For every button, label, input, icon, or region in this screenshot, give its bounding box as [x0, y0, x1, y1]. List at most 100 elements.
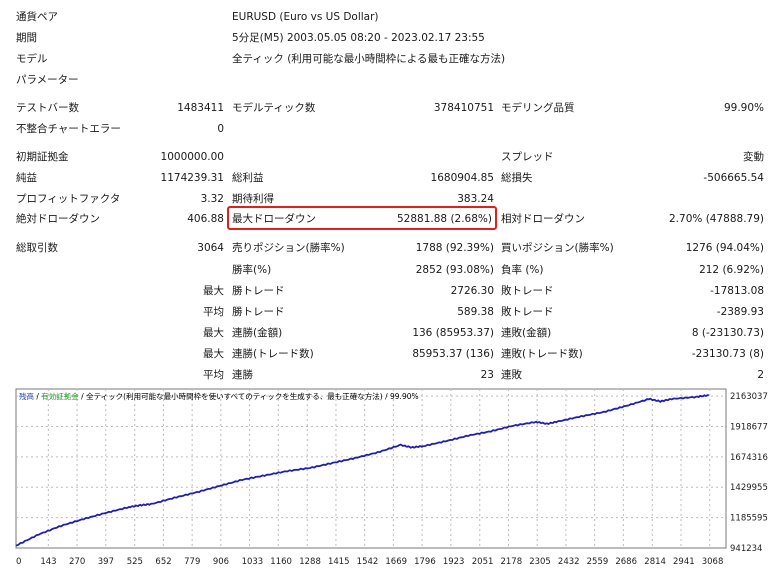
- chart-legend: 残高 / 有効証拠金 / 全ティック(利用可能な最小時間枠を使いすべてのティック…: [19, 391, 419, 401]
- initial-deposit-label: 初期証拠金: [16, 151, 69, 163]
- avg-consec-wins-value: 23: [480, 369, 494, 381]
- max-consec-losses-money-value: 8 (-23130.73): [691, 327, 764, 339]
- max-consec-loss-label: 連敗(トレード数): [501, 348, 583, 360]
- max-drawdown-value: 52881.88 (2.68%): [397, 213, 492, 225]
- initial-deposit-value: 1000000.00: [160, 151, 224, 163]
- x-tick-label: 906: [213, 557, 229, 567]
- x-tick-label: 779: [184, 557, 200, 567]
- y-tick-label: 1674316: [730, 453, 768, 463]
- long-positions-value: 1276 (94.04%): [685, 242, 764, 254]
- balance-series-line: [15, 394, 709, 547]
- x-tick-label: 1669: [385, 557, 407, 567]
- win-pct-label: 勝率(%): [232, 264, 272, 276]
- max-consec-wins-money-value: 136 (85953.37): [412, 327, 494, 339]
- x-tick-label: 525: [127, 557, 143, 567]
- avg-consec-losses-value: 2: [757, 369, 764, 381]
- period-label: 期間: [16, 32, 37, 44]
- largest-win-value: 2726.30: [450, 285, 494, 297]
- balance-chart: 941234 1185595 1429955 1674316 1918677 216303…: [15, 388, 768, 567]
- max-word-3: 最大: [203, 348, 224, 360]
- short-positions-value: 1788 (92.39%): [415, 242, 494, 254]
- total-trades-value: 3064: [197, 242, 224, 254]
- modeling-quality-value: 99.90%: [723, 102, 764, 114]
- avg-word-2: 平均: [203, 369, 224, 381]
- x-axis-labels: 0 143 270 397 525 652 779 906 1033 1160 1288 1415 15…: [16, 557, 723, 567]
- chart-frame: [15, 388, 727, 549]
- x-tick-label: 397: [98, 557, 114, 567]
- test-bars-label: テストバー数: [16, 102, 79, 114]
- absolute-drawdown-value: 406.88: [187, 213, 224, 225]
- legend-model: 全ティック(利用可能な最小時間枠を使いすべてのティックを生成する、最も正確な方法…: [86, 391, 383, 401]
- largest-loss-value: -17813.08: [710, 285, 764, 297]
- long-positions-label: 買いポジション(勝率%): [501, 242, 614, 254]
- x-tick-label: 143: [40, 557, 56, 567]
- profit-factor-label: プロフィットファクタ: [16, 193, 121, 205]
- legend-equity: 有効証拠金: [41, 391, 79, 401]
- mismatch-label: 不整合チャートエラー: [16, 123, 121, 135]
- max-consec-losses-money-label: 連敗(金額): [501, 327, 552, 339]
- loss-pct-value: 212 (6.92%): [699, 264, 764, 276]
- spread-label: スプレッド: [501, 151, 554, 163]
- legend-sep-2: /: [79, 392, 86, 401]
- avg-win-label: 勝トレード: [232, 306, 285, 318]
- relative-drawdown-value: 2.70% (47888.79): [669, 213, 764, 225]
- x-tick-label: 1542: [357, 557, 379, 567]
- y-tick-label: 2163037: [730, 392, 768, 402]
- x-tick-label: 2941: [673, 557, 695, 567]
- model-ticks-label: モデルティック数: [232, 102, 316, 114]
- pair-value: EURUSD (Euro vs US Dollar): [232, 11, 379, 23]
- relative-drawdown-label: 相対ドローダウン: [501, 213, 585, 225]
- short-positions-label: 売りポジション(勝率%): [232, 242, 345, 254]
- x-tick-label: 3068: [702, 557, 724, 567]
- max-drawdown-label: 最大ドローダウン: [232, 213, 316, 225]
- x-tick-label: 2686: [615, 557, 637, 567]
- net-profit-value: 1174239.31: [160, 172, 224, 184]
- model-label: モデル: [16, 53, 48, 65]
- model-value: 全ティック (利用可能な最小時間枠による最も正確な方法): [232, 53, 506, 65]
- mismatch-value: 0: [217, 123, 224, 135]
- y-tick-label: 1918677: [730, 422, 768, 432]
- x-tick-label: 2305: [529, 557, 551, 567]
- max-drawdown-highlight: [227, 206, 497, 230]
- max-word-2: 最大: [203, 327, 224, 339]
- chart-grid: [16, 389, 726, 548]
- expected-payoff-value: 383.24: [457, 193, 494, 205]
- avg-consec-wins-label: 連勝: [232, 369, 253, 381]
- x-tick-label: 1415: [328, 557, 350, 567]
- x-tick-label: 270: [69, 557, 85, 567]
- x-tick-label: 2559: [587, 557, 609, 567]
- gross-loss-label: 総損失: [501, 172, 533, 184]
- win-pct-value: 2852 (93.08%): [415, 264, 494, 276]
- legend-sep-3: /: [383, 392, 390, 401]
- net-profit-label: 純益: [16, 172, 37, 184]
- max-consec-profit-value: 85953.37 (136): [412, 348, 494, 360]
- x-tick-label: 2178: [500, 557, 522, 567]
- gross-loss-value: -506665.54: [703, 172, 764, 184]
- x-tick-label: 2814: [644, 557, 666, 567]
- largest-loss-label: 敗トレード: [501, 285, 554, 297]
- x-tick-label: 1033: [242, 557, 264, 567]
- legend-quality: 99.90%: [390, 392, 419, 401]
- modeling-quality-label: モデリング品質: [501, 102, 575, 114]
- x-tick-label: 1288: [299, 557, 321, 567]
- period-value: 5分足(M5) 2003.05.05 08:20 - 2023.02.17 23…: [232, 32, 485, 44]
- legend-balance: 残高: [19, 391, 34, 401]
- avg-word-1: 平均: [203, 306, 224, 318]
- largest-win-label: 勝トレード: [232, 285, 285, 297]
- y-tick-label: 941234: [730, 544, 762, 554]
- expected-payoff-label: 期待利得: [232, 193, 274, 205]
- avg-loss-label: 敗トレード: [501, 306, 554, 318]
- parameters-label: パラメーター: [16, 74, 79, 86]
- x-tick-label: 652: [155, 557, 171, 567]
- x-tick-label: 0: [16, 557, 21, 567]
- x-tick-label: 1923: [443, 557, 465, 567]
- spread-value: 変動: [743, 151, 764, 163]
- max-word-1: 最大: [203, 285, 224, 297]
- absolute-drawdown-label: 絶対ドローダウン: [16, 213, 100, 225]
- model-ticks-value: 378410751: [433, 102, 494, 114]
- loss-pct-label: 負率 (%): [501, 264, 544, 276]
- max-consec-wins-money-label: 連勝(金額): [232, 327, 283, 339]
- y-tick-label: 1185595: [730, 514, 768, 524]
- x-tick-label: 1796: [414, 557, 436, 567]
- max-consec-profit-label: 連勝(トレード数): [232, 348, 314, 360]
